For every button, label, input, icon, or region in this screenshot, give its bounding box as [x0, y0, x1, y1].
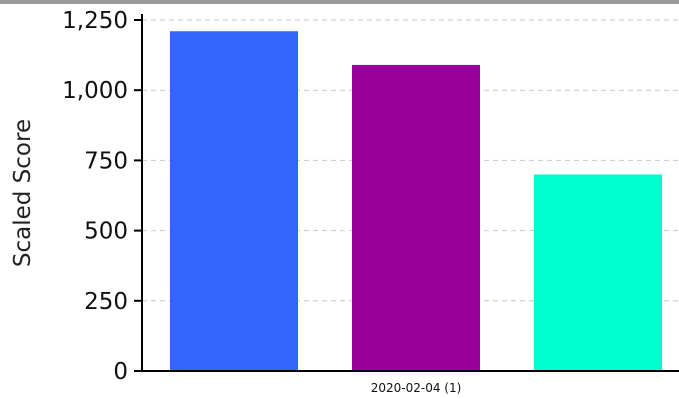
x-axis-labels: 2020-02-04 (1) — [371, 381, 462, 395]
y-axis-title: Scaled Score — [10, 119, 36, 267]
bar-series-2 — [352, 64, 480, 371]
y-axis-ticks: 0 250 500 750 1,000 1,250 — [62, 8, 142, 385]
y-tick-label-4: 1,000 — [62, 78, 128, 104]
y-tick-label-0: 0 — [113, 359, 128, 385]
top-border-strip — [0, 0, 679, 4]
y-tick-label-3: 750 — [84, 148, 128, 174]
y-tick-label-1: 250 — [84, 289, 128, 315]
bar-series-3 — [534, 174, 662, 371]
bar-series-1 — [170, 31, 298, 372]
y-tick-label-5: 1,250 — [62, 8, 128, 34]
axes — [141, 14, 679, 372]
x-category-label-0: 2020-02-04 (1) — [371, 381, 462, 395]
y-tick-label-2: 500 — [84, 219, 128, 245]
bars — [170, 31, 662, 372]
